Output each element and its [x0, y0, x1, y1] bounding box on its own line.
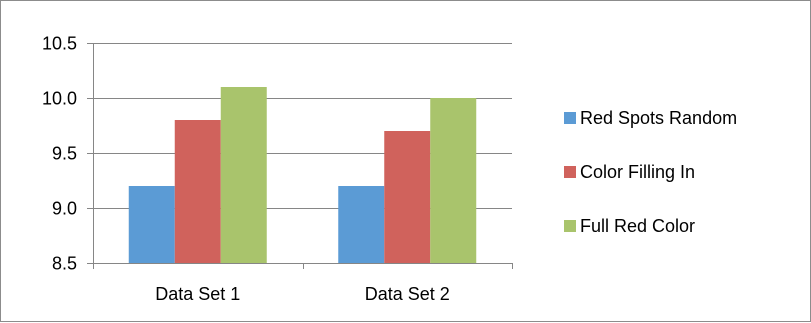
legend-swatch: [564, 166, 576, 178]
bar: [128, 186, 175, 263]
y-tick-label: 10.5: [42, 34, 77, 54]
y-tick-label: 10.0: [42, 89, 77, 109]
y-tick-label: 8.5: [52, 254, 77, 274]
x-tick-label: Data Set 2: [365, 284, 450, 304]
legend-label: Full Red Color: [580, 216, 695, 236]
legend-swatch: [564, 220, 576, 232]
legend-swatch: [564, 112, 576, 124]
bars: [128, 87, 477, 263]
bar: [384, 131, 431, 263]
legend-label: Red Spots Random: [580, 108, 737, 128]
bar: [430, 98, 477, 263]
bar: [174, 120, 221, 263]
bar: [220, 87, 267, 263]
axes: [87, 43, 513, 269]
x-tick-labels: Data Set 1 Data Set 2: [155, 284, 450, 304]
y-tick-label: 9.0: [52, 199, 77, 219]
y-tick-label: 9.5: [52, 144, 77, 164]
y-tick-labels: 8.5 9.0 9.5 10.0 10.5: [42, 34, 77, 274]
legend-label: Color Filling In: [580, 162, 695, 182]
bar: [338, 186, 385, 263]
legend: Red Spots Random Color Filling In Full Red…: [564, 108, 737, 236]
x-tick-label: Data Set 1: [155, 284, 240, 304]
